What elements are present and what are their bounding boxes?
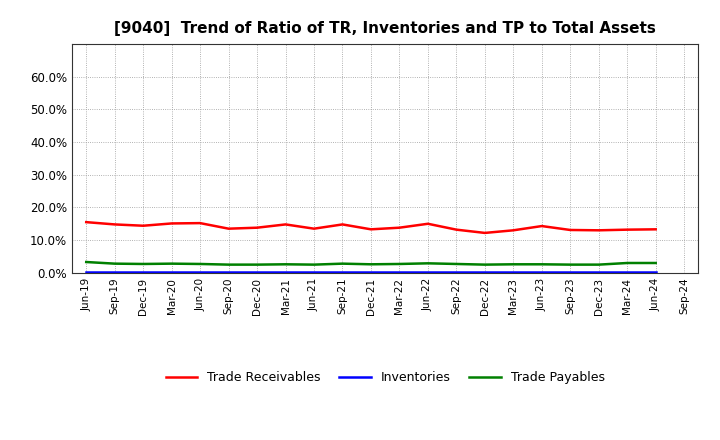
Trade Receivables xyxy=(282,222,290,227)
Inventories xyxy=(537,270,546,275)
Trade Payables xyxy=(480,262,489,267)
Trade Receivables xyxy=(196,220,204,226)
Trade Receivables xyxy=(480,230,489,235)
Inventories xyxy=(139,270,148,275)
Trade Receivables xyxy=(310,226,318,231)
Trade Receivables xyxy=(82,220,91,225)
Inventories xyxy=(509,270,518,275)
Trade Payables xyxy=(139,261,148,267)
Trade Receivables xyxy=(225,226,233,231)
Trade Payables xyxy=(537,262,546,267)
Inventories xyxy=(595,270,603,275)
Trade Receivables xyxy=(452,227,461,232)
Inventories xyxy=(423,270,432,275)
Trade Payables xyxy=(395,261,404,267)
Inventories xyxy=(282,270,290,275)
Title: [9040]  Trend of Ratio of TR, Inventories and TP to Total Assets: [9040] Trend of Ratio of TR, Inventories… xyxy=(114,21,656,36)
Trade Payables xyxy=(110,261,119,266)
Trade Receivables xyxy=(338,222,347,227)
Trade Receivables xyxy=(566,227,575,233)
Trade Payables xyxy=(452,261,461,267)
Inventories xyxy=(623,270,631,275)
Trade Receivables xyxy=(595,227,603,233)
Trade Payables xyxy=(310,262,318,267)
Trade Receivables xyxy=(139,223,148,228)
Trade Receivables xyxy=(253,225,261,230)
Trade Payables xyxy=(82,259,91,264)
Line: Trade Payables: Trade Payables xyxy=(86,262,656,264)
Line: Trade Receivables: Trade Receivables xyxy=(86,222,656,233)
Legend: Trade Receivables, Inventories, Trade Payables: Trade Receivables, Inventories, Trade Pa… xyxy=(161,366,610,389)
Inventories xyxy=(395,270,404,275)
Trade Receivables xyxy=(110,222,119,227)
Inventories xyxy=(480,270,489,275)
Trade Receivables xyxy=(623,227,631,232)
Inventories xyxy=(452,270,461,275)
Inventories xyxy=(167,270,176,275)
Trade Payables xyxy=(338,261,347,266)
Trade Payables xyxy=(253,262,261,267)
Trade Payables xyxy=(423,260,432,266)
Trade Payables xyxy=(509,262,518,267)
Inventories xyxy=(310,270,318,275)
Trade Payables xyxy=(366,262,375,267)
Inventories xyxy=(652,270,660,275)
Inventories xyxy=(82,270,91,275)
Inventories xyxy=(110,270,119,275)
Trade Payables xyxy=(282,262,290,267)
Trade Payables xyxy=(196,261,204,267)
Trade Payables xyxy=(623,260,631,266)
Inventories xyxy=(196,270,204,275)
Trade Receivables xyxy=(366,227,375,232)
Inventories xyxy=(566,270,575,275)
Trade Receivables xyxy=(423,221,432,227)
Trade Payables xyxy=(167,261,176,266)
Inventories xyxy=(253,270,261,275)
Trade Payables xyxy=(595,262,603,267)
Inventories xyxy=(225,270,233,275)
Trade Receivables xyxy=(167,221,176,226)
Trade Payables xyxy=(652,260,660,266)
Trade Receivables xyxy=(395,225,404,230)
Trade Receivables xyxy=(537,224,546,229)
Trade Receivables xyxy=(652,227,660,232)
Trade Payables xyxy=(225,262,233,267)
Trade Receivables xyxy=(509,227,518,233)
Trade Payables xyxy=(566,262,575,267)
Inventories xyxy=(366,270,375,275)
Inventories xyxy=(338,270,347,275)
